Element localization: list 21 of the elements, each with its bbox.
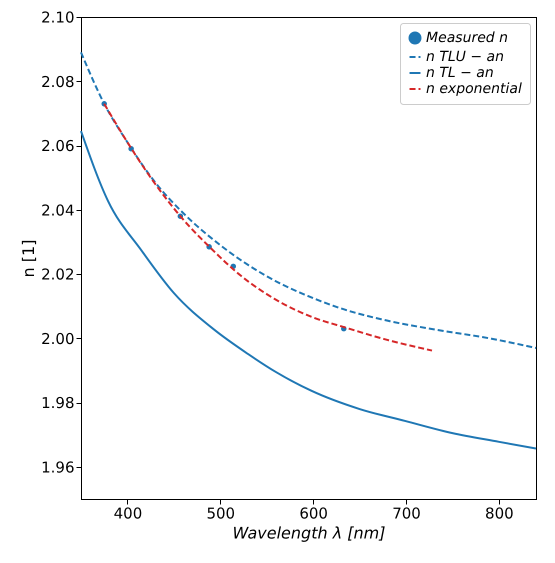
line-series bbox=[80, 51, 537, 349]
x-tick-label: 800 bbox=[485, 504, 514, 522]
legend-label: n TL − an bbox=[426, 65, 494, 81]
x-tick-label: 400 bbox=[114, 504, 142, 522]
y-axis-title: n [1] bbox=[19, 240, 38, 278]
y-tick-label: 2.00 bbox=[41, 330, 74, 348]
x-tick-label: 500 bbox=[206, 504, 236, 522]
y-tick-label: 2.04 bbox=[41, 201, 74, 220]
y-tick-label: 1.96 bbox=[41, 458, 74, 476]
y-tick-label: 2.10 bbox=[41, 8, 74, 26]
legend-label: n TLU − an bbox=[426, 49, 504, 65]
x-axis-title: Wavelength λ [nm] bbox=[232, 524, 386, 542]
legend-label: Measured n bbox=[426, 30, 508, 46]
y-tick-label: 2.02 bbox=[41, 266, 74, 284]
y-tick-label: 1.98 bbox=[41, 394, 74, 412]
legend-label: n exponential bbox=[426, 81, 522, 97]
x-tick-label: 600 bbox=[299, 504, 328, 522]
x-tick-label: 700 bbox=[392, 504, 421, 522]
line-series bbox=[80, 130, 537, 450]
y-tick-label: 2.08 bbox=[41, 72, 74, 91]
y-tick-label: 2.06 bbox=[41, 137, 74, 156]
